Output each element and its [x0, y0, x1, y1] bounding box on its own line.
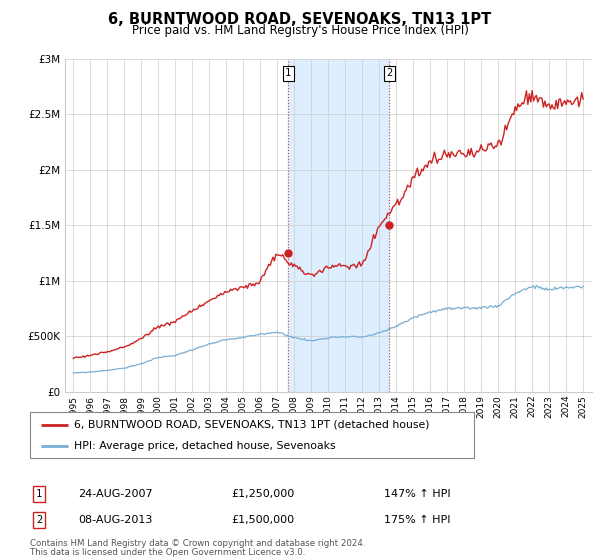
Text: £1,250,000: £1,250,000: [231, 489, 294, 499]
FancyBboxPatch shape: [30, 412, 474, 458]
Text: 175% ↑ HPI: 175% ↑ HPI: [384, 515, 451, 525]
Text: This data is licensed under the Open Government Licence v3.0.: This data is licensed under the Open Gov…: [30, 548, 305, 557]
Text: 24-AUG-2007: 24-AUG-2007: [78, 489, 152, 499]
Text: 2: 2: [386, 68, 392, 78]
Text: 6, BURNTWOOD ROAD, SEVENOAKS, TN13 1PT (detached house): 6, BURNTWOOD ROAD, SEVENOAKS, TN13 1PT (…: [74, 419, 430, 430]
Bar: [288, 59, 389, 392]
Text: 1: 1: [285, 68, 292, 78]
Text: Price paid vs. HM Land Registry's House Price Index (HPI): Price paid vs. HM Land Registry's House …: [131, 24, 469, 36]
Text: £1,500,000: £1,500,000: [231, 515, 294, 525]
Text: Contains HM Land Registry data © Crown copyright and database right 2024.: Contains HM Land Registry data © Crown c…: [30, 539, 365, 548]
Text: 08-AUG-2013: 08-AUG-2013: [78, 515, 152, 525]
Text: HPI: Average price, detached house, Sevenoaks: HPI: Average price, detached house, Seve…: [74, 441, 336, 451]
Text: 2: 2: [36, 515, 42, 525]
Text: 6, BURNTWOOD ROAD, SEVENOAKS, TN13 1PT: 6, BURNTWOOD ROAD, SEVENOAKS, TN13 1PT: [109, 12, 491, 27]
Text: 147% ↑ HPI: 147% ↑ HPI: [384, 489, 451, 499]
Text: 1: 1: [36, 489, 42, 499]
